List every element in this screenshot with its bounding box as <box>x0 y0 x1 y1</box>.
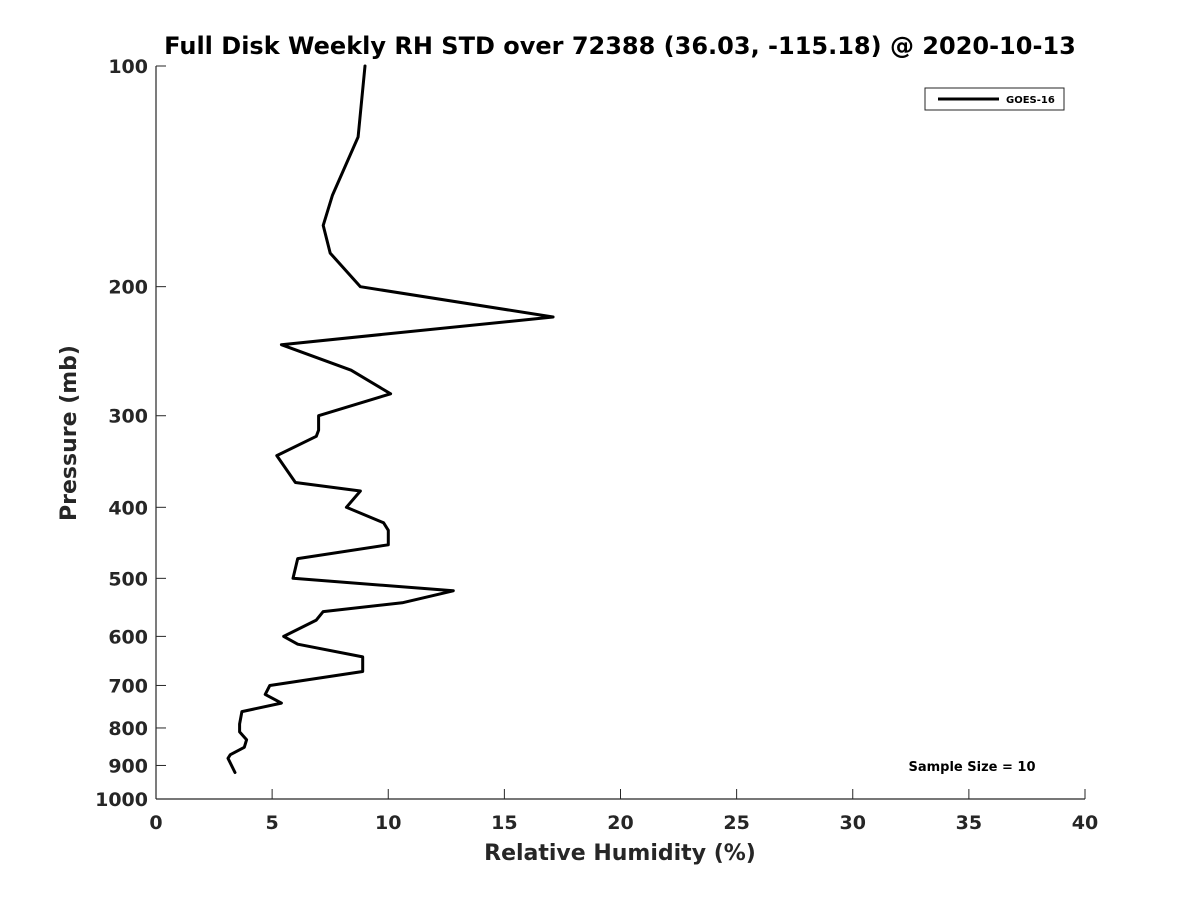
y-tick-label: 900 <box>108 755 148 777</box>
y-tick-label: 100 <box>108 56 148 78</box>
plot-area <box>156 66 1085 799</box>
series-line-goes-16 <box>226 64 555 774</box>
series-layer <box>226 64 555 774</box>
x-tick-label: 15 <box>491 812 517 834</box>
x-tick-label: 10 <box>375 812 401 834</box>
legend: GOES-16 <box>924 87 1065 111</box>
y-tick-label: 500 <box>108 568 148 590</box>
y-axis-label: Pressure (mb) <box>57 345 82 521</box>
y-tick-label: 700 <box>108 675 148 697</box>
y-tick-label: 300 <box>108 406 148 428</box>
y-tick-label: 400 <box>108 497 148 519</box>
x-tick-label: 35 <box>956 812 982 834</box>
x-axis-ticks: 0 5 10 15 20 25 30 35 40 <box>149 789 1098 834</box>
x-tick-label: 25 <box>723 812 749 834</box>
chart-title: Full Disk Weekly RH STD over 72388 (36.0… <box>164 32 1076 60</box>
y-tick-label: 1000 <box>95 789 148 811</box>
y-axis-ticks: 100 200 300 400 500 600 700 800 900 1000 <box>95 56 166 811</box>
y-tick-label: 800 <box>108 718 148 740</box>
legend-label-goes-16: GOES-16 <box>1006 95 1055 106</box>
x-tick-label: 30 <box>840 812 866 834</box>
x-tick-label: 20 <box>607 812 633 834</box>
x-tick-label: 40 <box>1072 812 1098 834</box>
y-tick-label: 200 <box>108 277 148 299</box>
x-tick-label: 0 <box>149 812 162 834</box>
x-tick-label: 5 <box>266 812 279 834</box>
x-axis-label: Relative Humidity (%) <box>484 841 756 866</box>
y-tick-label: 600 <box>108 626 148 648</box>
sample-size-annotation: Sample Size = 10 <box>908 760 1035 775</box>
